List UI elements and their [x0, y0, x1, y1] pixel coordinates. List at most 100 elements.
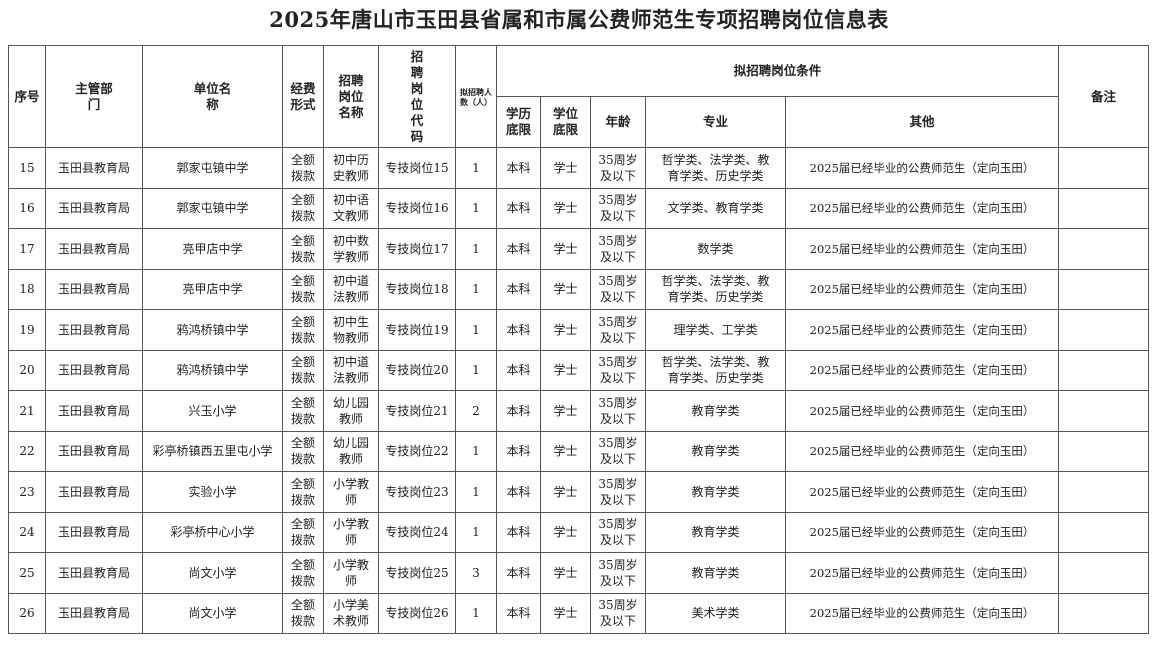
cell-count: 1	[455, 592, 497, 634]
table-row: 23 玉田县教育局 实验小学 全额拨款 小学教师 专技岗位23 1 本科 学士 35周岁及以下 教育…	[8, 471, 1150, 513]
cell-age: 35周岁及以下	[590, 511, 646, 553]
cell-seq: 22	[8, 430, 46, 472]
cell-seq: 18	[8, 268, 46, 310]
cell-funding: 全额拨款	[282, 511, 324, 553]
cell-age: 35周岁及以下	[590, 430, 646, 472]
cell-post-code: 专技岗位19	[378, 309, 456, 351]
cell-post-code: 专技岗位21	[378, 390, 456, 432]
cell-unit: 兴玉小学	[142, 390, 283, 432]
cell-funding: 全额拨款	[282, 187, 324, 229]
cell-remark	[1058, 147, 1150, 189]
cell-post-name: 小学教师	[323, 552, 379, 594]
cell-degree: 学士	[540, 309, 591, 351]
cell-major: 哲学类、法学类、教育学类、历史学类	[645, 349, 786, 391]
cell-age: 35周岁及以下	[590, 349, 646, 391]
cell-post-name: 初中生物教师	[323, 309, 379, 351]
cell-degree: 学士	[540, 592, 591, 634]
cell-dept: 玉田县教育局	[45, 147, 143, 189]
cell-degree: 学士	[540, 471, 591, 513]
cell-major: 教育学类	[645, 390, 786, 432]
cell-funding: 全额拨款	[282, 592, 324, 634]
cell-count: 1	[455, 228, 497, 270]
cell-funding: 全额拨款	[282, 309, 324, 351]
table-row: 17 玉田县教育局 亮甲店中学 全额拨款 初中数学教师 专技岗位17 1 本科 学士 35周岁及以…	[8, 228, 1150, 270]
cell-remark	[1058, 471, 1150, 513]
cell-other: 2025届已经毕业的公费师范生（定向玉田）	[784, 268, 1060, 310]
cell-major: 美术学类	[645, 592, 786, 634]
table-row: 19 玉田县教育局 鸦鸿桥镇中学 全额拨款 初中生物教师 专技岗位19 1 本科 学士 35周岁及…	[8, 309, 1150, 351]
cell-remark	[1058, 187, 1150, 229]
cell-edu: 本科	[496, 390, 541, 432]
cell-major: 教育学类	[645, 471, 786, 513]
cell-funding: 全额拨款	[282, 268, 324, 310]
cell-seq: 26	[8, 592, 46, 634]
cell-unit: 鸦鸿桥镇中学	[142, 309, 283, 351]
cell-degree: 学士	[540, 552, 591, 594]
cell-post-code: 专技岗位23	[378, 471, 456, 513]
cell-funding: 全额拨款	[282, 228, 324, 270]
cell-seq: 15	[8, 147, 46, 189]
cell-funding: 全额拨款	[282, 349, 324, 391]
cell-degree: 学士	[540, 349, 591, 391]
cell-edu: 本科	[496, 309, 541, 351]
cell-funding: 全额拨款	[282, 552, 324, 594]
cell-other: 2025届已经毕业的公费师范生（定向玉田）	[784, 552, 1060, 594]
cell-other: 2025届已经毕业的公费师范生（定向玉田）	[784, 390, 1060, 432]
cell-degree: 学士	[540, 187, 591, 229]
cell-unit: 亮甲店中学	[142, 268, 283, 310]
cell-age: 35周岁及以下	[590, 592, 646, 634]
cell-seq: 16	[8, 187, 46, 229]
cell-age: 35周岁及以下	[590, 471, 646, 513]
cell-remark	[1058, 552, 1150, 594]
cell-age: 35周岁及以下	[590, 268, 646, 310]
cell-remark	[1058, 390, 1150, 432]
cell-post-name: 初中道法教师	[323, 268, 379, 310]
cell-unit: 郭家屯镇中学	[142, 187, 283, 229]
cell-unit: 郭家屯镇中学	[142, 147, 283, 189]
cell-unit: 鸦鸿桥镇中学	[142, 349, 283, 391]
cell-dept: 玉田县教育局	[45, 552, 143, 594]
page-title: 2025年唐山市玉田县省属和市属公费师范生专项招聘岗位信息表	[269, 7, 889, 32]
header-funding: 经费形式	[282, 45, 324, 148]
cell-degree: 学士	[540, 430, 591, 472]
cell-remark	[1058, 592, 1150, 634]
header-dept: 主管部门	[45, 45, 143, 148]
cell-remark	[1058, 228, 1150, 270]
cell-age: 35周岁及以下	[590, 228, 646, 270]
cell-edu: 本科	[496, 187, 541, 229]
cell-major: 数学类	[645, 228, 786, 270]
cell-post-code: 专技岗位22	[378, 430, 456, 472]
cell-funding: 全额拨款	[282, 471, 324, 513]
cell-edu: 本科	[496, 511, 541, 553]
table-row: 21 玉田县教育局 兴玉小学 全额拨款 幼儿园教师 专技岗位21 2 本科 学士 35周岁及以下教…	[8, 390, 1150, 432]
cell-major: 哲学类、法学类、教育学类、历史学类	[645, 268, 786, 310]
cell-post-code: 专技岗位17	[378, 228, 456, 270]
cell-count: 1	[455, 511, 497, 553]
cell-age: 35周岁及以下	[590, 309, 646, 351]
cell-count: 1	[455, 147, 497, 189]
cell-post-name: 初中语文教师	[323, 187, 379, 229]
cell-other: 2025届已经毕业的公费师范生（定向玉田）	[784, 187, 1060, 229]
cell-major: 教育学类	[645, 511, 786, 553]
cell-post-name: 初中历史教师	[323, 147, 379, 189]
header-major: 专业	[645, 96, 786, 148]
cell-count: 3	[455, 552, 497, 594]
cell-post-name: 初中道法教师	[323, 349, 379, 391]
cell-dept: 玉田县教育局	[45, 349, 143, 391]
cell-funding: 全额拨款	[282, 147, 324, 189]
cell-degree: 学士	[540, 268, 591, 310]
cell-unit: 实验小学	[142, 471, 283, 513]
cell-unit: 尚文小学	[142, 552, 283, 594]
table-row: 22 玉田县教育局 彩亭桥镇西五里屯小学 全额拨款 幼儿园教师 专技岗位22 1 本科 学士 35…	[8, 430, 1150, 472]
table-row: 26 玉田县教育局 尚文小学 全额拨款 小学美术教师 专技岗位26 1 本科 学士 35周岁及以下…	[8, 592, 1150, 634]
cell-seq: 17	[8, 228, 46, 270]
cell-other: 2025届已经毕业的公费师范生（定向玉田）	[784, 511, 1060, 553]
cell-post-code: 专技岗位18	[378, 268, 456, 310]
cell-count: 1	[455, 268, 497, 310]
cell-age: 35周岁及以下	[590, 187, 646, 229]
cell-degree: 学士	[540, 228, 591, 270]
cell-dept: 玉田县教育局	[45, 390, 143, 432]
header-post-name: 招聘岗位名称	[323, 45, 379, 148]
cell-age: 35周岁及以下	[590, 552, 646, 594]
cell-edu: 本科	[496, 592, 541, 634]
